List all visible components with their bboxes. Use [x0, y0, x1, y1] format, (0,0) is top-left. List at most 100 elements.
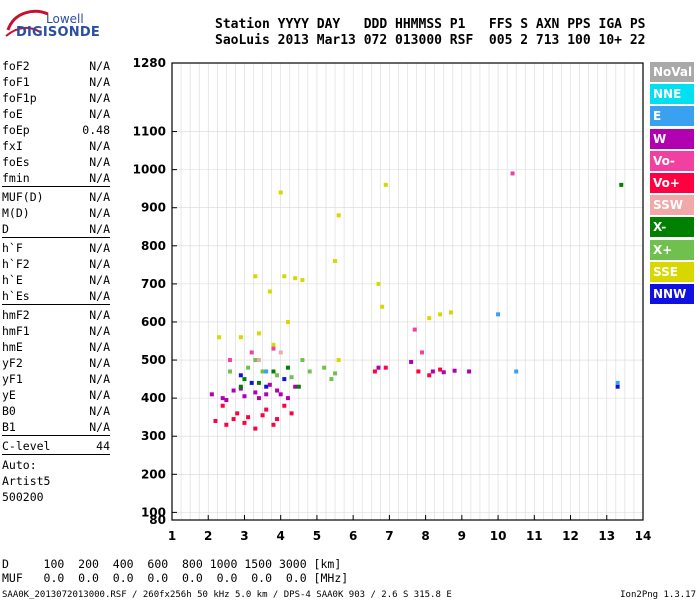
data-point [285, 396, 290, 401]
param-label: foEp [2, 123, 30, 137]
header-line-1: Station YYYY DAY DDD HHMMSS P1 FFS S AXN… [215, 17, 646, 32]
data-point [227, 358, 232, 363]
x-tick-label: 10 [490, 529, 507, 543]
param-value: N/A [89, 206, 110, 220]
station-header: Station YYYY DAY DDD HHMMSS P1 FFS S AXN… [215, 17, 645, 49]
data-point [246, 365, 251, 370]
x-tick-label: 4 [277, 529, 285, 543]
data-point [278, 190, 283, 195]
data-point [242, 420, 247, 425]
data-point [249, 350, 254, 355]
y-tick-label: 700 [141, 277, 166, 291]
param-row: Auto: [2, 457, 110, 473]
x-tick-label: 1 [168, 529, 176, 543]
param-value: N/A [89, 139, 110, 153]
param-divider [2, 454, 110, 455]
param-label: B0 [2, 404, 16, 418]
param-label: hmF1 [2, 324, 30, 338]
data-point [307, 369, 312, 374]
param-label: fxI [2, 139, 23, 153]
data-point [271, 346, 276, 351]
data-point [256, 331, 261, 336]
data-point [278, 392, 283, 397]
data-point [213, 418, 218, 423]
param-row: hmF2 N/A [2, 307, 110, 323]
data-point [267, 289, 272, 294]
legend-item: X+ [650, 239, 694, 260]
header-line-2: SaoLuis 2013 Mar13 072 013000 RSF 005 2 … [215, 33, 646, 48]
data-point [296, 384, 301, 389]
param-label: 500200 [2, 490, 44, 504]
y-tick-label: 1000 [133, 163, 166, 177]
param-value: N/A [89, 107, 110, 121]
legend-item: SSE [650, 261, 694, 282]
data-point [300, 278, 305, 283]
y-tick-label: 1100 [133, 125, 166, 139]
data-point [271, 342, 276, 347]
data-point [380, 304, 385, 309]
param-row: D N/A [2, 221, 110, 237]
data-point [256, 358, 261, 363]
data-point [264, 407, 269, 412]
data-point [427, 373, 432, 378]
param-row: hmF1 N/A [2, 323, 110, 339]
data-point [275, 388, 280, 393]
y-tick-label: 900 [141, 201, 166, 215]
y-tick-label: 600 [141, 315, 166, 329]
param-value: N/A [89, 155, 110, 169]
param-row: foEp 0.48 [2, 122, 110, 138]
data-point [253, 426, 258, 431]
param-row: 500200 [2, 489, 110, 505]
data-point [438, 312, 443, 317]
param-label: Auto: [2, 458, 37, 472]
param-label: h`E [2, 273, 23, 287]
data-point [383, 365, 388, 370]
data-point [253, 390, 258, 395]
data-point [271, 422, 276, 427]
param-value: N/A [89, 420, 110, 434]
param-label: foF1p [2, 91, 37, 105]
y-tick-label: 300 [141, 429, 166, 443]
data-point [383, 182, 388, 187]
data-point [256, 396, 261, 401]
param-value: N/A [89, 257, 110, 271]
y-tick-label: 80 [149, 513, 166, 527]
data-point [238, 384, 243, 389]
version-label: Ion2Png 1.3.17 [620, 590, 696, 600]
param-row: B0 N/A [2, 403, 110, 419]
legend-item: X- [650, 217, 694, 238]
legend-item: Vo- [650, 150, 694, 171]
data-point [224, 398, 229, 403]
param-label: foF2 [2, 59, 30, 73]
data-point [209, 392, 214, 397]
data-point [256, 380, 261, 385]
data-point [227, 369, 232, 374]
param-label: yE [2, 388, 16, 402]
data-point [238, 373, 243, 378]
param-label: hmF2 [2, 308, 30, 322]
param-row: C-level 44 [2, 438, 110, 454]
parameter-panel: foF2 N/A foF1 N/A foF1p N/A foE N/A foEp 0.48 fxI N… [2, 58, 110, 505]
data-point [416, 369, 421, 374]
data-point [293, 276, 298, 281]
param-row: h`E N/A [2, 272, 110, 288]
data-point [322, 365, 327, 370]
param-value: N/A [89, 388, 110, 402]
y-tick-label: 500 [141, 353, 166, 367]
param-label: hmE [2, 340, 23, 354]
data-point [376, 365, 381, 370]
legend-item: NNW [650, 283, 694, 304]
param-divider [2, 186, 110, 187]
data-point [249, 380, 254, 385]
param-label: foE [2, 107, 23, 121]
data-point [242, 394, 247, 399]
param-row: yF1 N/A [2, 371, 110, 387]
data-point [427, 316, 432, 321]
x-tick-label: 9 [458, 529, 466, 543]
y-tick-label: 800 [141, 239, 166, 253]
x-tick-label: 12 [562, 529, 579, 543]
param-value: N/A [89, 404, 110, 418]
param-value: N/A [89, 59, 110, 73]
param-value: N/A [89, 324, 110, 338]
